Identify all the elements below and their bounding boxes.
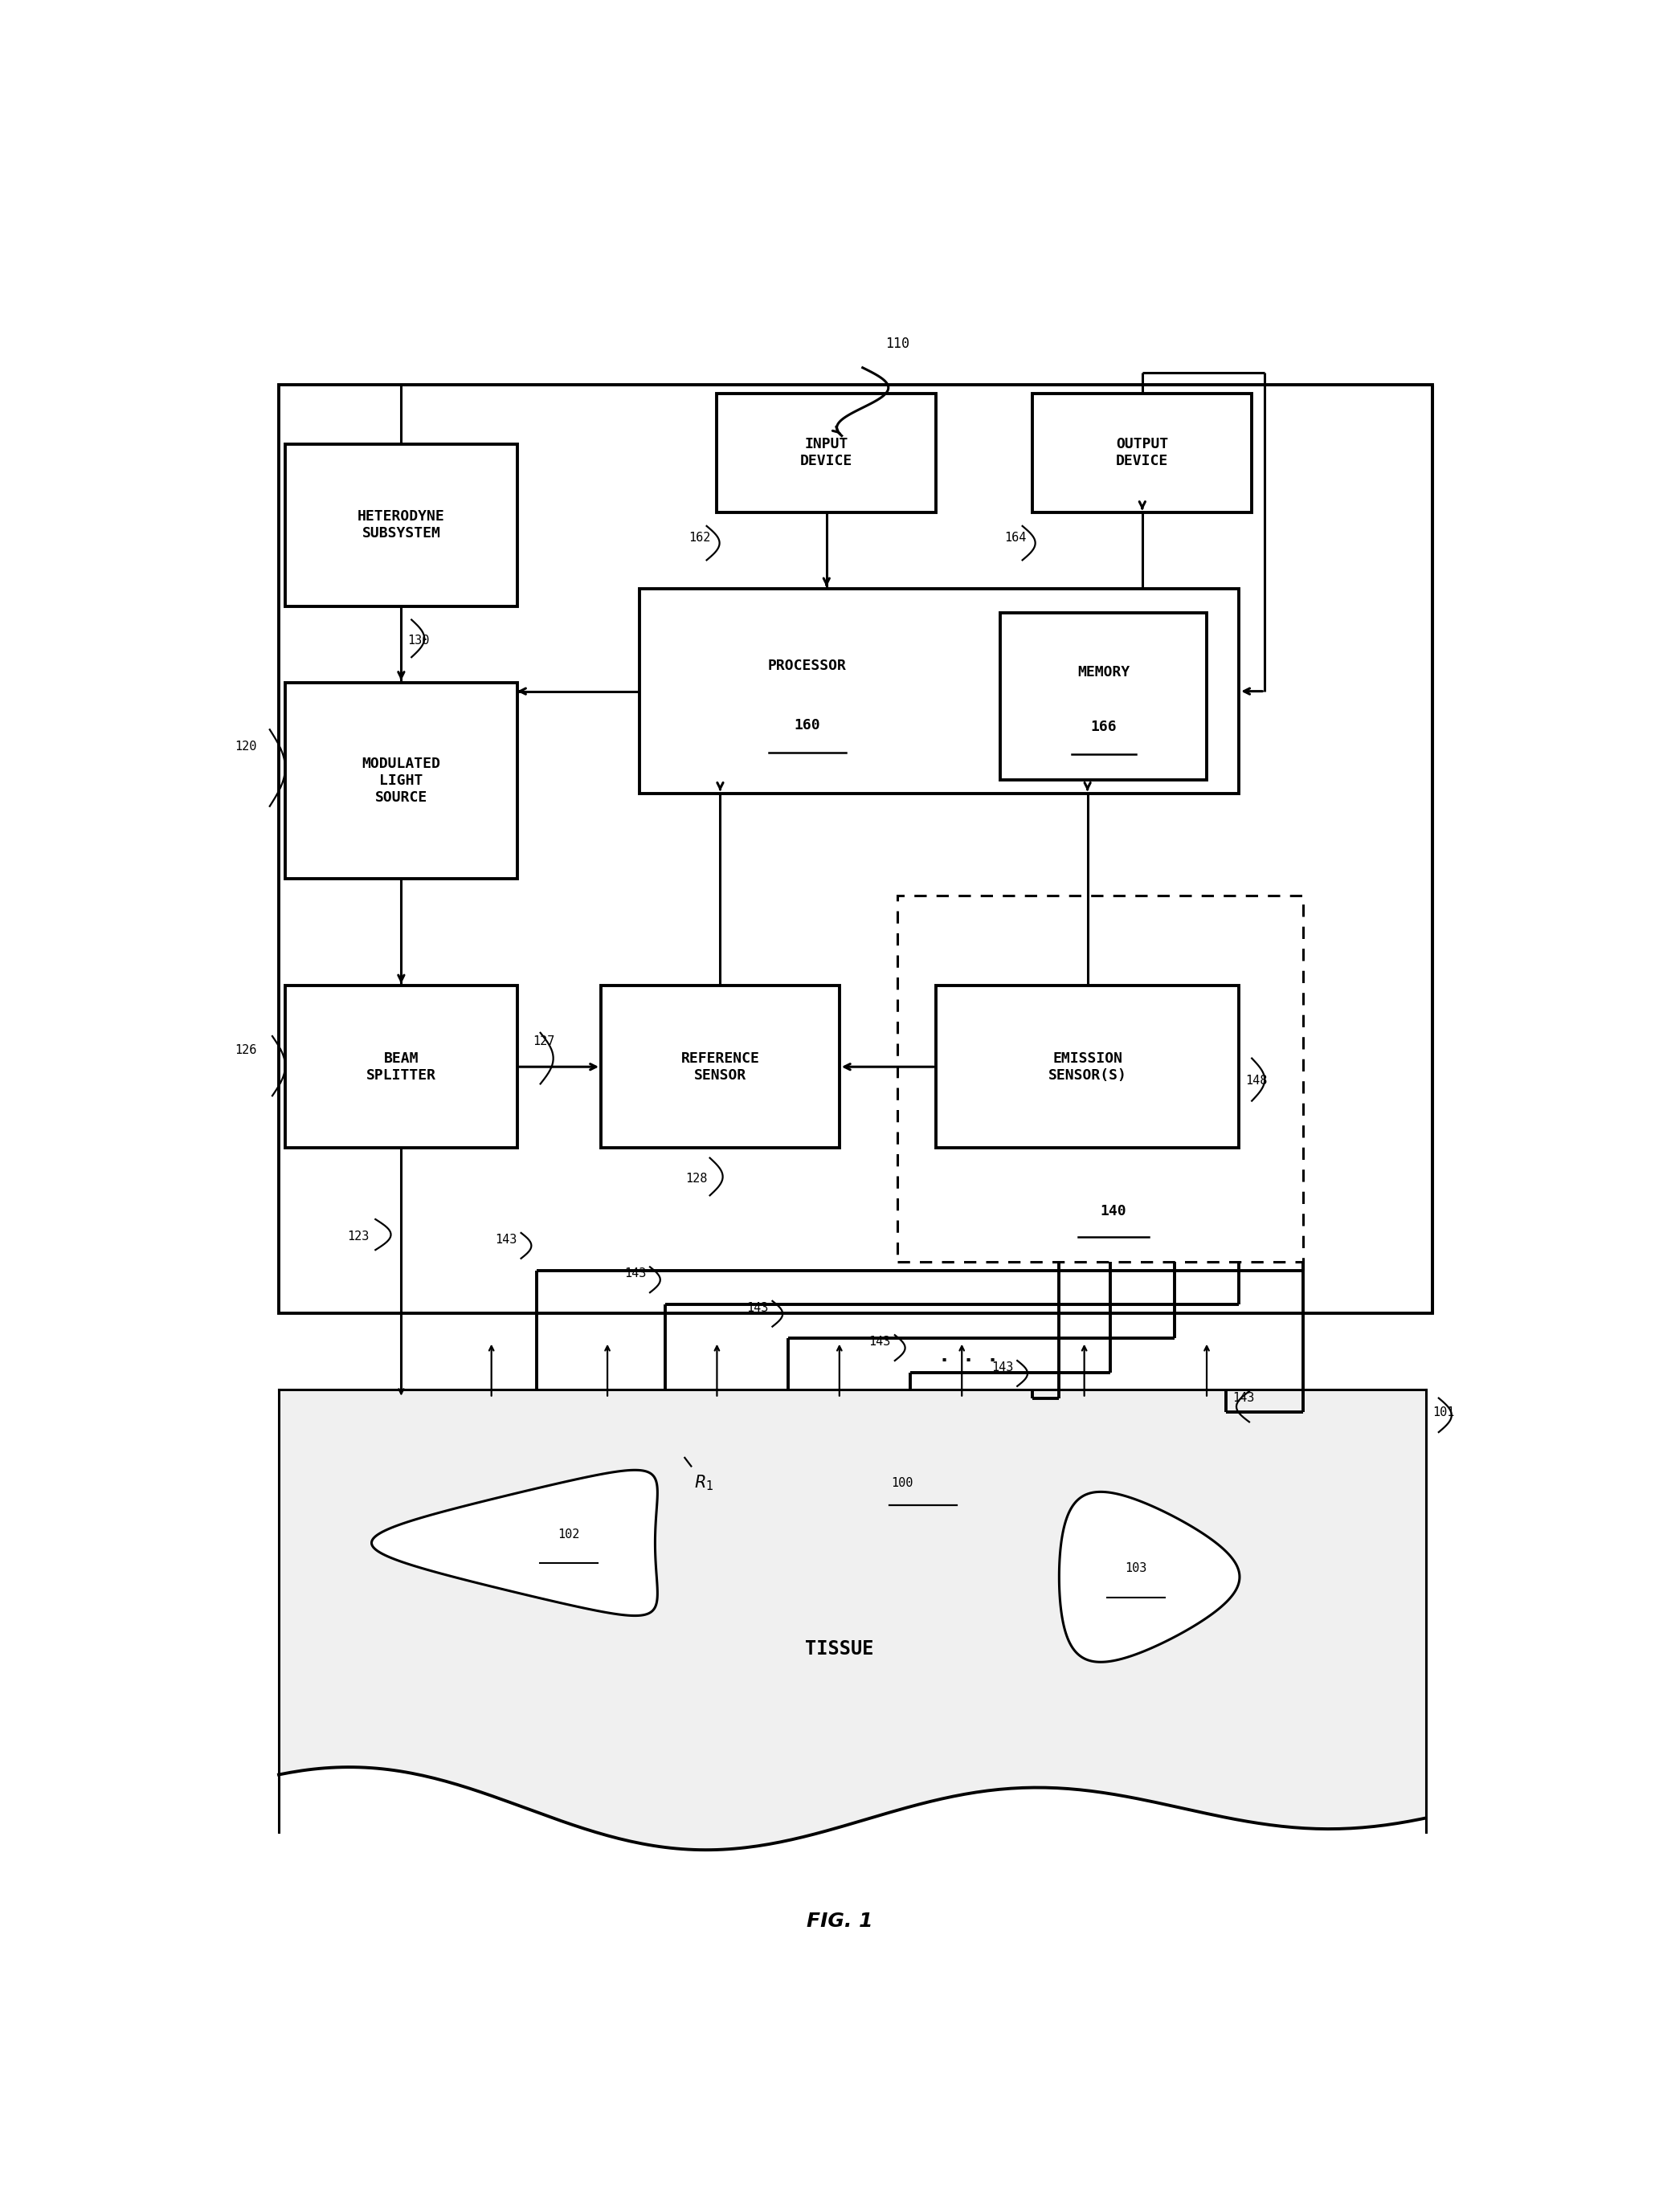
Text: 110: 110 bbox=[885, 336, 910, 349]
Text: INPUT
DEVICE: INPUT DEVICE bbox=[800, 438, 853, 469]
FancyBboxPatch shape bbox=[279, 385, 1432, 1314]
Text: 128: 128 bbox=[685, 1172, 707, 1183]
Text: 164: 164 bbox=[1004, 531, 1026, 544]
Text: 103: 103 bbox=[1124, 1562, 1147, 1575]
Text: OUTPUT
DEVICE: OUTPUT DEVICE bbox=[1116, 438, 1169, 469]
Text: 100: 100 bbox=[891, 1478, 913, 1489]
Text: EMISSION
SENSOR(S): EMISSION SENSOR(S) bbox=[1048, 1051, 1128, 1082]
Text: HETERODYNE
SUBSYSTEM: HETERODYNE SUBSYSTEM bbox=[358, 509, 446, 540]
FancyBboxPatch shape bbox=[286, 445, 517, 606]
Text: REFERENCE
SENSOR: REFERENCE SENSOR bbox=[680, 1051, 760, 1082]
Text: 126: 126 bbox=[234, 1044, 256, 1055]
Text: 130: 130 bbox=[407, 635, 429, 646]
Text: . . .: . . . bbox=[938, 1345, 998, 1365]
FancyBboxPatch shape bbox=[640, 588, 1239, 794]
Text: FIG. 1: FIG. 1 bbox=[807, 1911, 873, 1931]
FancyBboxPatch shape bbox=[1033, 394, 1252, 513]
FancyBboxPatch shape bbox=[936, 987, 1239, 1148]
Text: 162: 162 bbox=[688, 531, 710, 544]
Text: 143: 143 bbox=[747, 1303, 768, 1314]
Polygon shape bbox=[371, 1471, 657, 1615]
Text: 127: 127 bbox=[532, 1035, 555, 1046]
Text: 102: 102 bbox=[557, 1528, 580, 1540]
Text: 123: 123 bbox=[348, 1230, 369, 1243]
Text: PROCESSOR: PROCESSOR bbox=[768, 659, 846, 672]
Text: MEMORY: MEMORY bbox=[1078, 666, 1129, 679]
Text: 143: 143 bbox=[496, 1234, 517, 1245]
FancyBboxPatch shape bbox=[717, 394, 936, 513]
Text: 120: 120 bbox=[234, 741, 256, 752]
Text: DETECTION
SUBSYSTEM: DETECTION SUBSYSTEM bbox=[1074, 1119, 1152, 1150]
Text: 140: 140 bbox=[1101, 1203, 1126, 1219]
Text: 148: 148 bbox=[1246, 1075, 1267, 1086]
Text: BEAM
SPLITTER: BEAM SPLITTER bbox=[366, 1051, 436, 1082]
Text: TISSUE: TISSUE bbox=[805, 1639, 873, 1659]
Text: 101: 101 bbox=[1432, 1407, 1453, 1418]
Text: 143: 143 bbox=[1232, 1391, 1254, 1405]
Text: 166: 166 bbox=[1091, 719, 1118, 734]
Text: 143: 143 bbox=[991, 1360, 1013, 1374]
FancyBboxPatch shape bbox=[286, 987, 517, 1148]
FancyBboxPatch shape bbox=[898, 896, 1304, 1261]
Text: $R_1$: $R_1$ bbox=[693, 1473, 713, 1493]
Text: 160: 160 bbox=[795, 719, 820, 732]
Text: 143: 143 bbox=[624, 1267, 645, 1281]
FancyBboxPatch shape bbox=[1001, 613, 1207, 781]
Text: MODULATED
LIGHT
SOURCE: MODULATED LIGHT SOURCE bbox=[363, 757, 441, 805]
Text: 143: 143 bbox=[870, 1336, 891, 1347]
Polygon shape bbox=[279, 1389, 1425, 1849]
Polygon shape bbox=[1059, 1491, 1239, 1661]
FancyBboxPatch shape bbox=[286, 684, 517, 878]
FancyBboxPatch shape bbox=[600, 987, 840, 1148]
